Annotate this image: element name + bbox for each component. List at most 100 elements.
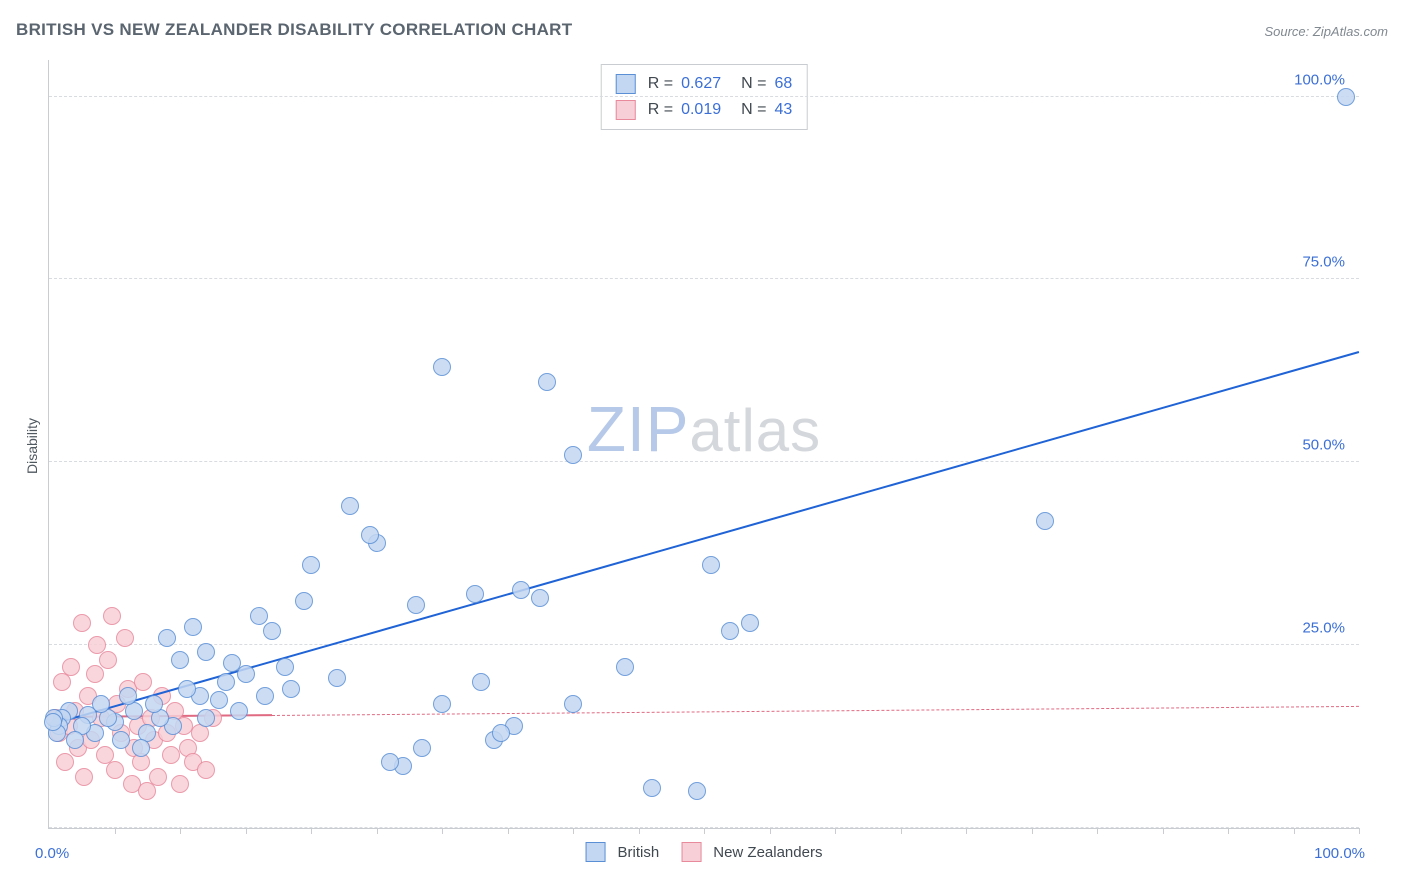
stat-r-label: R =	[648, 71, 673, 97]
data-point	[492, 724, 510, 742]
data-point	[162, 746, 180, 764]
legend-label: British	[618, 844, 660, 861]
legend-stats-row: R = 0.019 N = 43	[616, 97, 793, 123]
data-point	[512, 581, 530, 599]
gridline	[49, 461, 1359, 462]
stat-n-value: 43	[774, 97, 792, 123]
data-point	[466, 585, 484, 603]
data-point	[112, 731, 130, 749]
data-point	[256, 687, 274, 705]
data-point	[56, 753, 74, 771]
data-point	[295, 592, 313, 610]
x-tick	[770, 828, 771, 834]
data-point	[302, 556, 320, 574]
data-point	[217, 673, 235, 691]
legend-label: New Zealanders	[713, 844, 822, 861]
data-point	[106, 761, 124, 779]
x-tick	[246, 828, 247, 834]
data-point	[197, 709, 215, 727]
data-point	[44, 713, 62, 731]
data-point	[103, 607, 121, 625]
stat-n-label: N =	[741, 71, 766, 97]
y-axis-label: Disability	[24, 418, 40, 474]
y-tick-label: 75.0%	[1302, 254, 1345, 271]
y-tick-label: 100.0%	[1294, 71, 1345, 88]
x-tick	[442, 828, 443, 834]
data-point	[250, 607, 268, 625]
x-tick	[1163, 828, 1164, 834]
data-point	[145, 695, 163, 713]
data-point	[472, 673, 490, 691]
data-point	[702, 556, 720, 574]
x-tick	[115, 828, 116, 834]
x-tick	[180, 828, 181, 834]
x-tick	[966, 828, 967, 834]
y-tick-label: 50.0%	[1302, 437, 1345, 454]
data-point	[1036, 512, 1054, 530]
data-point	[171, 775, 189, 793]
data-point	[73, 614, 91, 632]
data-point	[531, 589, 549, 607]
gridline	[49, 644, 1359, 645]
data-point	[66, 731, 84, 749]
stat-n-value: 68	[774, 71, 792, 97]
data-point	[230, 702, 248, 720]
data-point	[688, 782, 706, 800]
data-point	[62, 658, 80, 676]
chart-title: BRITISH VS NEW ZEALANDER DISABILITY CORR…	[16, 20, 572, 40]
source-credit: Source: ZipAtlas.com	[1264, 24, 1388, 39]
legend-swatch	[586, 842, 606, 862]
data-point	[132, 739, 150, 757]
x-tick	[1032, 828, 1033, 834]
data-point	[538, 373, 556, 391]
gridline	[49, 278, 1359, 279]
stat-n-label: N =	[741, 97, 766, 123]
data-point	[171, 651, 189, 669]
y-tick-label: 25.0%	[1302, 620, 1345, 637]
x-tick	[835, 828, 836, 834]
data-point	[223, 654, 241, 672]
x-tick	[1294, 828, 1295, 834]
x-tick	[311, 828, 312, 834]
data-point	[433, 358, 451, 376]
data-point	[178, 680, 196, 698]
scatter-plot-area: ZIPatlas R = 0.627N = 68R = 0.019N = 43 …	[48, 60, 1359, 829]
data-point	[158, 629, 176, 647]
x-tick	[1359, 828, 1360, 834]
x-tick	[377, 828, 378, 834]
data-point	[86, 665, 104, 683]
data-point	[381, 753, 399, 771]
data-point	[643, 779, 661, 797]
stat-r-value: 0.019	[681, 97, 721, 123]
data-point	[361, 526, 379, 544]
data-point	[75, 768, 93, 786]
x-tick	[1097, 828, 1098, 834]
data-point	[99, 651, 117, 669]
data-point	[741, 614, 759, 632]
x-tick	[704, 828, 705, 834]
x-tick	[508, 828, 509, 834]
data-point	[210, 691, 228, 709]
watermark-text: ZIPatlas	[587, 392, 821, 466]
data-point	[328, 669, 346, 687]
legend-item: British	[586, 842, 660, 862]
correlation-legend: R = 0.627N = 68R = 0.019 N = 43	[601, 64, 808, 130]
data-point	[119, 687, 137, 705]
data-point	[197, 761, 215, 779]
x-end-label: 100.0%	[1314, 845, 1365, 862]
data-point	[116, 629, 134, 647]
legend-swatch	[616, 100, 636, 120]
data-point	[184, 618, 202, 636]
x-tick	[639, 828, 640, 834]
data-point	[149, 768, 167, 786]
x-tick	[1228, 828, 1229, 834]
data-point	[616, 658, 634, 676]
x-tick	[573, 828, 574, 834]
data-point	[564, 695, 582, 713]
series-legend: British New Zealanders	[586, 842, 823, 862]
data-point	[721, 622, 739, 640]
data-point	[433, 695, 451, 713]
legend-item: New Zealanders	[681, 842, 822, 862]
legend-stats-row: R = 0.627N = 68	[616, 71, 793, 97]
stat-r-label: R =	[648, 97, 673, 123]
